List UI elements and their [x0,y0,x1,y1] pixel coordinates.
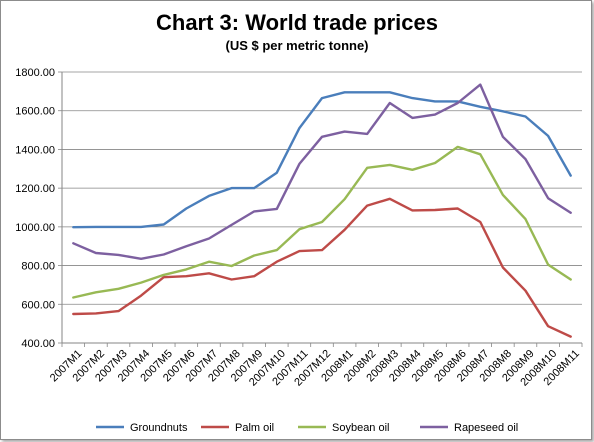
y-tick-label: 1200.00 [15,183,55,195]
y-tick-label: 800.00 [21,261,55,273]
axes [61,72,582,344]
legend-label: Groundnuts [130,422,188,434]
legend: Groundnuts Palm oil Soybean oil Rapeseed oi… [96,422,518,434]
legend-label: Soybean oil [332,422,390,434]
series-lines [72,83,572,338]
y-tick-label: 400.00 [21,338,55,350]
y-axis-ticks: 400.00 600.00 800.00 1000.00 1200.00 1400.00 1… [15,67,62,350]
chart-title: Chart 3: World trade prices [156,10,438,35]
y-tick-label: 1000.00 [15,222,55,234]
y-tick-label: 1400.00 [15,144,55,156]
y-tick-label: 1600.00 [15,106,55,118]
y-tick-label: 1800.00 [15,67,55,79]
legend-label: Rapeseed oil [454,422,518,434]
x-axis-ticks: 2007M12007M22007M32007M42007M52007M62007… [48,343,583,389]
series-line-palm-oil [72,197,572,338]
chart-subtitle: (US $ per metric tonne) [225,38,368,53]
series-line-soybean-oil [72,145,572,299]
series-line-groundnuts [72,91,572,229]
series-line-rapeseed-oil [72,83,572,260]
legend-label: Palm oil [235,422,274,434]
y-tick-label: 600.00 [21,299,55,311]
